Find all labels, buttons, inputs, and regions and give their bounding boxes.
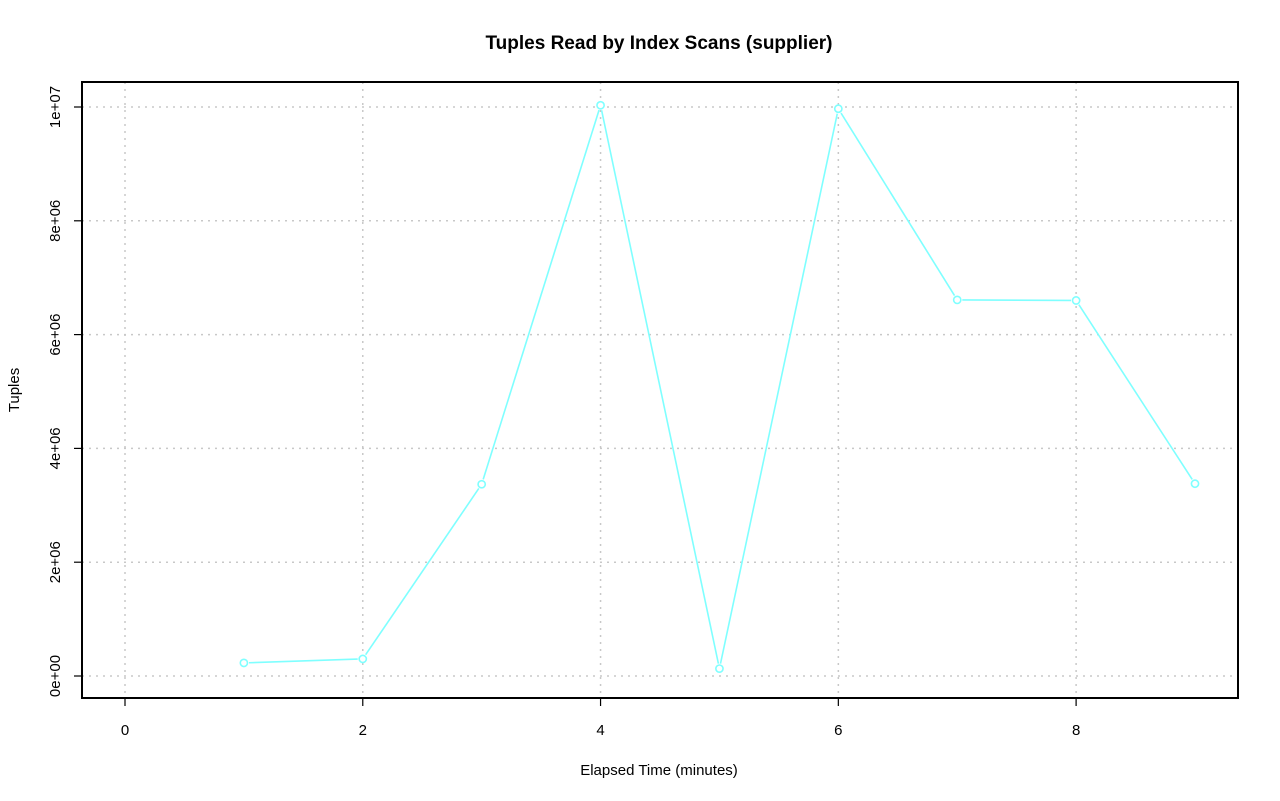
y-tick-label: 1e+07 — [47, 86, 64, 128]
series-line-segment — [962, 299, 1072, 302]
x-tick-label: 8 — [1072, 722, 1080, 739]
y-tick-label: 4e+06 — [47, 427, 64, 469]
data-point — [596, 100, 605, 110]
series-line-segment — [1078, 304, 1193, 480]
x-tick-label: 0 — [121, 722, 129, 739]
data-point — [1190, 479, 1200, 489]
y-tick-label: 8e+06 — [47, 200, 64, 242]
data-series — [239, 100, 1200, 674]
x-axis: 0 2 4 6 8 — [121, 698, 1080, 739]
data-point — [477, 479, 487, 489]
data-point — [1071, 296, 1081, 305]
series-line-segment — [600, 110, 720, 664]
y-tick-label: 2e+06 — [47, 541, 64, 583]
series-line-segment — [840, 112, 956, 296]
series-line-segment — [482, 109, 600, 480]
x-tick-label: 6 — [834, 722, 842, 739]
y-tick-label: 6e+06 — [47, 314, 64, 356]
series-line-segment — [364, 488, 480, 656]
data-point — [952, 295, 962, 305]
data-point — [833, 104, 843, 114]
y-tick-label: 0e+00 — [47, 655, 64, 697]
data-point — [239, 658, 249, 668]
x-tick-label: 4 — [596, 722, 604, 739]
series-line-segment — [248, 658, 358, 664]
x-axis-label: Elapsed Time (minutes) — [580, 762, 738, 779]
plot-area-frame — [81, 81, 1239, 699]
grid — [82, 82, 1238, 698]
data-point — [358, 654, 368, 664]
x-tick-label: 2 — [359, 722, 367, 739]
data-point — [715, 664, 724, 674]
chart-title: Tuples Read by Index Scans (supplier) — [485, 33, 832, 54]
y-axis-label: Tuples — [6, 368, 23, 412]
series-line-segment — [719, 113, 839, 664]
y-axis: 0e+00 2e+06 4e+06 6e+06 8e+06 1e+07 — [47, 86, 82, 697]
